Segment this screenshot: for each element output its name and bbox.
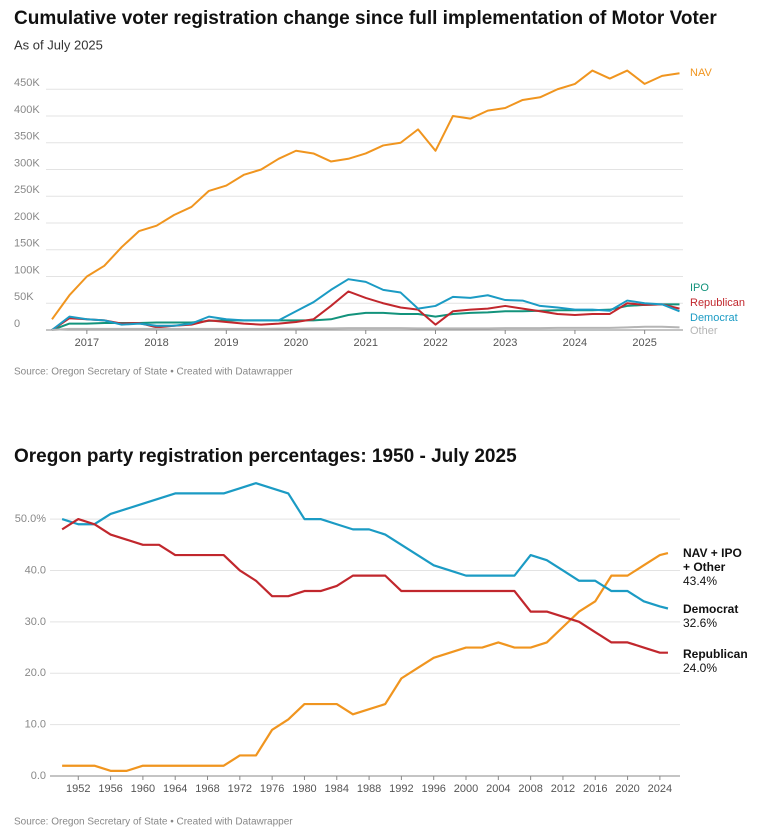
x-tick-label: 2004 (486, 783, 510, 795)
x-tick-label: 1956 (98, 783, 122, 795)
x-tick-label: 1996 (421, 783, 445, 795)
series-line (51, 290, 680, 331)
series-line (61, 518, 668, 654)
y-tick-label: 250K (14, 184, 40, 196)
y-tick-label: 30.0 (25, 616, 46, 628)
x-tick-label: 2020 (615, 783, 639, 795)
y-tick-label: 0.0 (31, 770, 46, 782)
y-tick-label: 0 (14, 318, 20, 330)
x-tick-label: 2000 (454, 783, 478, 795)
y-tick-label: 20.0 (25, 667, 46, 679)
x-tick-label: 1980 (292, 783, 316, 795)
series-line (51, 325, 680, 331)
chart-subtitle: As of July 2025 (14, 37, 103, 52)
chart-title: Cumulative voter registration change sin… (14, 8, 717, 29)
y-tick-label: 400K (14, 104, 40, 116)
x-tick-label: 2023 (493, 337, 517, 349)
x-tick-label: 1972 (228, 783, 252, 795)
x-tick-label: 2024 (648, 783, 672, 795)
x-tick-label: 2025 (632, 337, 656, 349)
x-tick-label: 1952 (66, 783, 90, 795)
series-label: Republican (683, 647, 748, 661)
y-tick-label: 10.0 (25, 719, 46, 731)
series-label: NAV (690, 67, 712, 79)
x-tick-label: 2017 (75, 337, 99, 349)
y-tick-label: 200K (14, 211, 40, 223)
x-tick-label: 2019 (214, 337, 238, 349)
x-tick-label: 2020 (284, 337, 308, 349)
y-tick-label: 100K (14, 264, 40, 276)
series-label: Republican (690, 297, 745, 309)
x-tick-label: 1976 (260, 783, 284, 795)
x-tick-label: 2012 (551, 783, 575, 795)
series-label: Democrat (683, 602, 739, 616)
series-line (62, 551, 669, 772)
value-label: 24.0% (683, 661, 718, 675)
value-label: 32.6% (683, 616, 718, 630)
series-line (51, 278, 680, 331)
series-line (51, 303, 680, 331)
series-label: IPO (690, 282, 709, 294)
source: Source: Oregon Secretary of State • Crea… (14, 817, 293, 828)
x-tick-label: 1964 (163, 783, 187, 795)
value-label: 43.4% (683, 574, 718, 588)
x-tick-label: 1988 (357, 783, 381, 795)
x-tick-label: 2024 (563, 337, 587, 349)
series-line (61, 482, 669, 610)
x-tick-label: 2022 (423, 337, 447, 349)
series-label: NAV + IPO + Other (683, 546, 742, 574)
x-tick-label: 2021 (354, 337, 378, 349)
x-tick-label: 1960 (131, 783, 155, 795)
x-tick-label: 1992 (389, 783, 413, 795)
y-tick-label: 350K (14, 131, 40, 143)
y-tick-label: 50.0% (15, 513, 46, 525)
y-tick-label: 300K (14, 157, 40, 169)
x-tick-label: 2016 (583, 783, 607, 795)
y-tick-label: 50K (14, 291, 34, 303)
source: Source: Oregon Secretary of State • Crea… (14, 367, 293, 378)
series-label: Other (690, 325, 718, 337)
x-tick-label: 1968 (195, 783, 219, 795)
y-tick-label: 150K (14, 238, 40, 250)
x-tick-label: 2008 (518, 783, 542, 795)
series-line (51, 69, 680, 320)
y-tick-label: 40.0 (25, 564, 46, 576)
chart-title: Oregon party registration percentages: 1… (14, 446, 517, 467)
x-tick-label: 2018 (144, 337, 168, 349)
y-tick-label: 450K (14, 77, 40, 89)
x-tick-label: 1984 (325, 783, 349, 795)
series-label: Democrat (690, 312, 738, 324)
